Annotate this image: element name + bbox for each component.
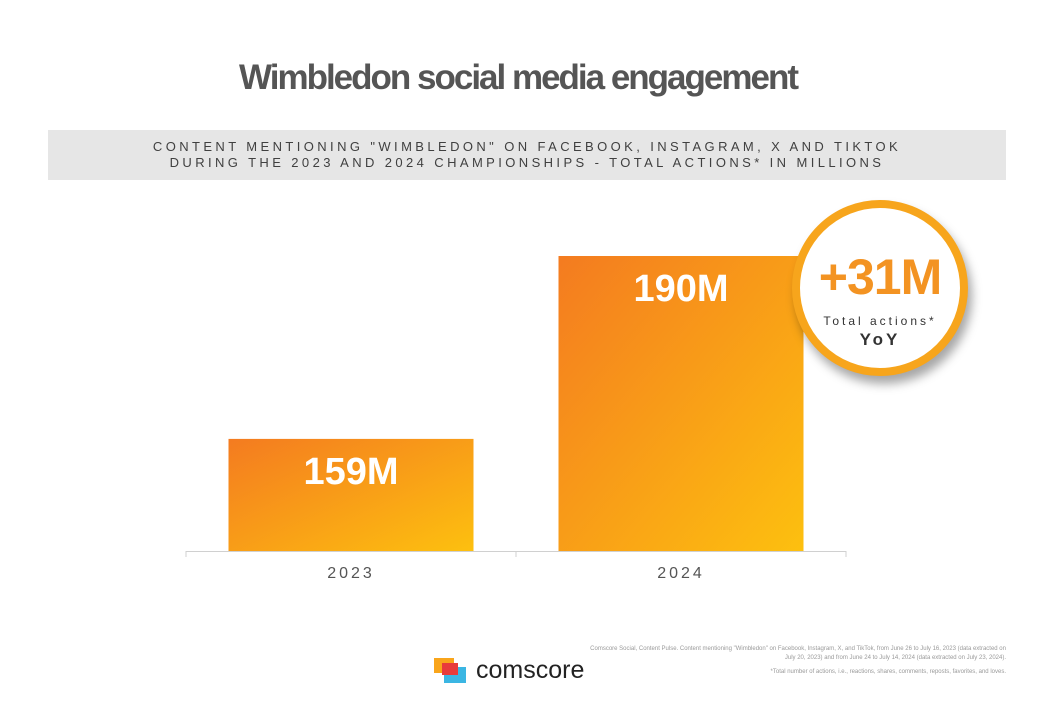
yoy-badge: +31M Total actions* YoY xyxy=(792,200,968,376)
subtitle-line-2: DURING THE 2023 AND 2024 CHAMPIONSHIPS -… xyxy=(169,155,885,170)
comscore-logo: comscore xyxy=(434,655,584,685)
comscore-logo-text: comscore xyxy=(476,655,585,684)
chart-title: Wimbledon social media engagement xyxy=(239,58,799,97)
badge-label: Total actions* xyxy=(823,314,937,328)
comscore-logo-icon xyxy=(434,658,466,683)
bar-2024 xyxy=(558,256,804,551)
chart-subtitle: CONTENT MENTIONING "WIMBLEDON" ON FACEBO… xyxy=(48,130,1006,180)
subtitle-line-1: CONTENT MENTIONING "WIMBLEDON" ON FACEBO… xyxy=(152,139,902,154)
data-label-2023: 159M xyxy=(303,451,398,493)
x-tick-label-2024: 2024 xyxy=(657,565,705,582)
source-note: Comscore Social, Content Pulse. Content … xyxy=(590,646,1006,661)
badge-sub: YoY xyxy=(859,330,901,349)
x-tick-label-2023: 2023 xyxy=(327,565,375,582)
data-label-2024: 190M xyxy=(633,268,728,310)
footnote: *Total number of actions, i.e., reaction… xyxy=(770,669,1006,675)
bar-2023 xyxy=(228,438,474,551)
badge-value: +31M xyxy=(818,249,942,305)
